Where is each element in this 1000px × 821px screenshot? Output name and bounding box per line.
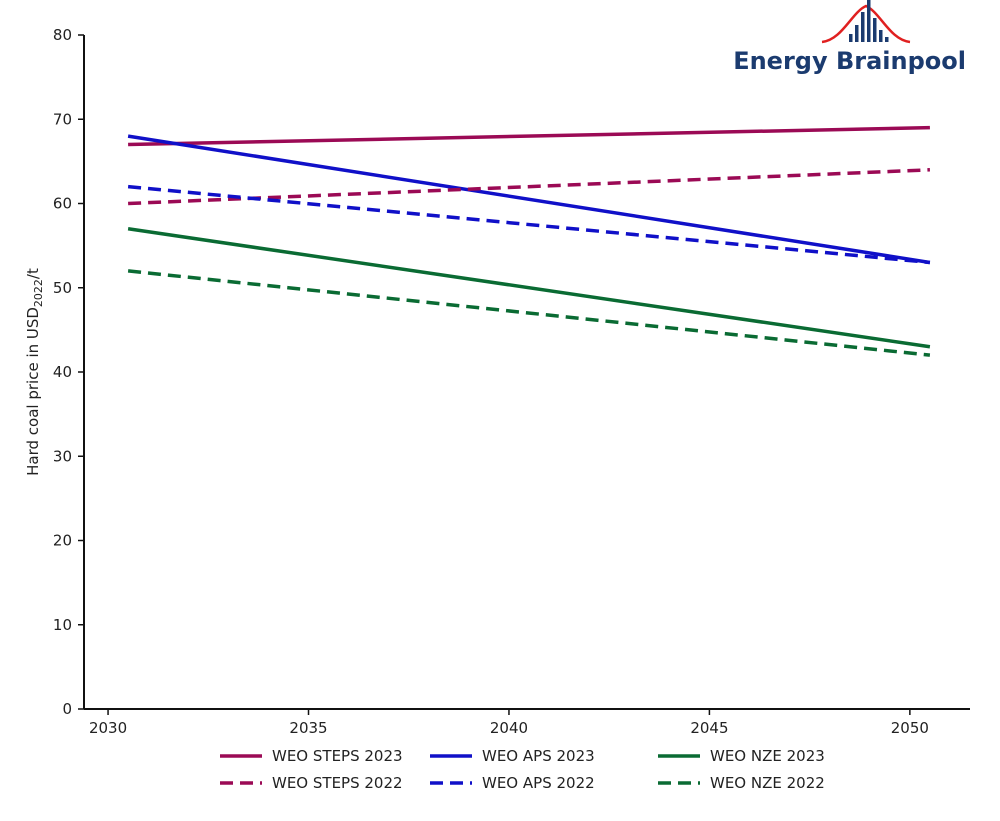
y-tick-label: 60 xyxy=(53,195,72,213)
legend-item: WEO NZE 2022 xyxy=(658,774,825,792)
series-lines xyxy=(127,125,931,357)
logo-text: Energy Brainpool xyxy=(733,47,966,75)
x-tick-label: 2030 xyxy=(89,719,127,737)
logo: Energy Brainpool xyxy=(733,0,966,75)
y-tick-label: 30 xyxy=(53,447,72,465)
y-tick-label: 50 xyxy=(53,279,72,297)
series-line-weo-aps-2023 xyxy=(127,134,931,265)
series-line-weo-nze-2023 xyxy=(127,227,931,349)
logo-icon xyxy=(821,0,911,44)
logo-bar xyxy=(879,30,883,42)
logo-bar xyxy=(861,12,865,42)
legend-label: WEO APS 2023 xyxy=(482,747,595,765)
y-axis-label-suffix: /t xyxy=(24,268,42,279)
legend-label: WEO STEPS 2023 xyxy=(272,747,403,765)
legend-item: WEO APS 2022 xyxy=(430,774,595,792)
series-line-weo-steps-2022 xyxy=(128,168,930,206)
y-tick-label: 80 xyxy=(53,26,72,44)
y-axis-label-prefix: Hard coal price in USD xyxy=(24,307,42,476)
legend-label: WEO APS 2022 xyxy=(482,774,595,792)
legend-item: WEO NZE 2023 xyxy=(658,747,825,765)
legend: WEO STEPS 2023 WEO APS 2023 WEO NZE 2023 WE… xyxy=(220,747,825,792)
x-tick-label: 2045 xyxy=(690,719,728,737)
legend-label: WEO NZE 2023 xyxy=(710,747,825,765)
y-ticks: 0 10 20 30 40 50 60 70 80 xyxy=(53,26,84,718)
y-tick-label: 40 xyxy=(53,363,72,381)
logo-bar xyxy=(855,25,859,42)
legend-label: WEO STEPS 2022 xyxy=(272,774,403,792)
logo-bar xyxy=(885,37,889,42)
y-axis-label: Hard coal price in USD2022/t xyxy=(24,268,45,476)
series-line-weo-nze-2022 xyxy=(127,269,931,357)
logo-bar xyxy=(873,18,877,42)
y-tick-label: 20 xyxy=(53,532,72,550)
y-tick-label: 10 xyxy=(53,616,72,634)
logo-bar xyxy=(867,0,871,42)
y-tick-label: 70 xyxy=(53,110,72,128)
x-tick-label: 2040 xyxy=(490,719,528,737)
legend-item: WEO STEPS 2022 xyxy=(220,774,403,792)
series-line-weo-aps-2022 xyxy=(127,184,931,265)
legend-label: WEO NZE 2022 xyxy=(710,774,825,792)
y-tick-label: 0 xyxy=(62,700,72,718)
y-axis-label-subscript: 2022 xyxy=(32,279,45,307)
logo-bar xyxy=(849,34,853,42)
x-tick-label: 2050 xyxy=(891,719,929,737)
logo-arc xyxy=(821,4,911,44)
x-tick-label: 2035 xyxy=(289,719,327,737)
legend-item: WEO STEPS 2023 xyxy=(220,747,403,765)
legend-item: WEO APS 2023 xyxy=(430,747,595,765)
x-ticks: 2030 2035 2040 2045 2050 xyxy=(89,709,929,737)
series-line-weo-steps-2023 xyxy=(128,125,930,147)
